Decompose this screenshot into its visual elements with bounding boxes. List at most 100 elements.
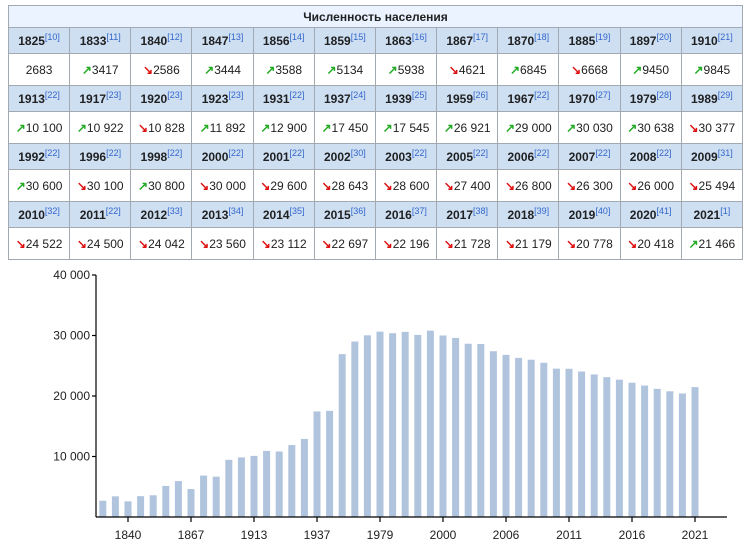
reference-link[interactable]: [14] <box>289 31 305 42</box>
value-cell: ↘28 600 <box>374 169 438 202</box>
reference-link[interactable]: [22] <box>228 147 244 158</box>
year-cell: 1931[22] <box>252 85 315 112</box>
year-row: 1992[22] 1996[22] 1998[22] 2000[22] 2001[22]… <box>7 143 744 170</box>
value-cell: 2683 <box>7 53 71 86</box>
bar-1917 <box>263 450 271 517</box>
reference-link[interactable]: [27] <box>595 89 611 100</box>
population-value: 30 638 <box>637 120 675 135</box>
reference-link[interactable]: [20] <box>656 31 672 42</box>
bar-1847 <box>137 496 145 517</box>
year-cell: 2008[22] <box>619 143 682 170</box>
reference-link[interactable]: [11] <box>106 31 121 42</box>
year: 1998 <box>140 149 168 164</box>
reference-link[interactable]: [37] <box>411 205 427 216</box>
reference-link[interactable]: [22] <box>106 147 122 158</box>
bar-2001 <box>452 337 460 517</box>
reference-link[interactable]: [21] <box>717 31 733 42</box>
decrease-arrow-icon: ↘ <box>448 62 459 77</box>
reference-link[interactable]: [19] <box>595 31 611 42</box>
year-cell: 1923[23] <box>191 85 254 112</box>
value-cell: ↘30 377 <box>680 111 744 144</box>
reference-link[interactable]: [29] <box>717 89 733 100</box>
year-cell: 2002[30] <box>313 143 376 170</box>
reference-link[interactable]: [36] <box>350 205 366 216</box>
reference-link[interactable]: [23] <box>167 89 183 100</box>
decrease-arrow-icon: ↘ <box>627 236 638 251</box>
decrease-arrow-icon: ↘ <box>571 62 582 77</box>
reference-link[interactable]: [23] <box>228 89 244 100</box>
year: 1923 <box>201 91 229 106</box>
value-cell: ↘23 560 <box>191 227 254 260</box>
reference-link[interactable]: [22] <box>656 147 672 158</box>
reference-link[interactable]: [12] <box>167 31 183 42</box>
reference-link[interactable]: [41] <box>656 205 672 216</box>
value-cell: ↘4621 <box>436 53 499 86</box>
year: 1859 <box>324 33 351 48</box>
reference-link[interactable]: [35] <box>289 205 305 216</box>
reference-link[interactable]: [18] <box>534 31 550 42</box>
increase-arrow-icon: ↗ <box>138 178 149 193</box>
x-tick-label: 1840 <box>115 528 142 542</box>
value-cell: ↘21 728 <box>436 227 499 260</box>
reference-link[interactable]: [30] <box>350 147 366 158</box>
reference-link[interactable]: [24] <box>350 89 366 100</box>
reference-link[interactable]: [40] <box>595 205 611 216</box>
reference-link[interactable]: [39] <box>534 205 550 216</box>
reference-link[interactable]: [1] <box>720 205 731 216</box>
reference-link[interactable]: [31] <box>717 147 733 158</box>
year-cell: 2019[40] <box>558 201 621 228</box>
reference-link[interactable]: [22] <box>44 89 60 100</box>
year: 1989 <box>691 91 718 106</box>
value-cell: ↘27 400 <box>436 169 499 202</box>
reference-link[interactable]: [22] <box>105 205 121 216</box>
reference-link[interactable]: [22] <box>411 147 427 158</box>
reference-link[interactable]: [10] <box>44 31 60 42</box>
year: 2012 <box>140 207 168 222</box>
increase-arrow-icon: ↗ <box>387 62 398 77</box>
year-cell: 1859[15] <box>313 27 376 54</box>
year: 1910 <box>691 33 718 48</box>
bar-2011 <box>565 368 573 517</box>
reference-link[interactable]: [22] <box>534 89 550 100</box>
reference-link[interactable]: [17] <box>473 31 489 42</box>
reference-link[interactable]: [25] <box>411 89 427 100</box>
reference-link[interactable]: [28] <box>656 89 672 100</box>
population-value: 10 100 <box>25 120 63 135</box>
y-tick-label: 40 000 <box>53 268 90 282</box>
reference-link[interactable]: [34] <box>228 205 244 216</box>
reference-link[interactable]: [13] <box>228 31 244 42</box>
population-value: 23 112 <box>270 236 307 251</box>
population-value: 28 600 <box>392 178 430 193</box>
reference-link[interactable]: [33] <box>167 205 183 216</box>
population-value: 21 179 <box>515 236 552 251</box>
increase-arrow-icon: ↗ <box>76 120 87 135</box>
bar-1840 <box>124 501 132 517</box>
reference-link[interactable]: [22] <box>44 147 60 158</box>
reference-link[interactable]: [22] <box>289 89 305 100</box>
reference-link[interactable]: [32] <box>44 205 60 216</box>
reference-link[interactable]: [16] <box>411 31 427 42</box>
decrease-arrow-icon: ↘ <box>76 178 87 193</box>
year-cell: 1856[14] <box>252 27 315 54</box>
bar-1939 <box>326 410 334 517</box>
year-cell: 1863[16] <box>374 27 438 54</box>
reference-link[interactable]: [38] <box>473 205 489 216</box>
value-cell: ↘10 828 <box>130 111 193 144</box>
reference-link[interactable]: [22] <box>473 147 489 158</box>
value-cell: ↘6668 <box>558 53 621 86</box>
reference-link[interactable]: [22] <box>289 147 305 158</box>
reference-link[interactable]: [23] <box>106 89 122 100</box>
bar-2010 <box>552 368 560 517</box>
reference-link[interactable]: [22] <box>534 147 550 158</box>
decrease-arrow-icon: ↘ <box>382 178 393 193</box>
population-value: 17 450 <box>331 120 369 135</box>
reference-link[interactable]: [15] <box>350 31 366 42</box>
reference-link[interactable]: [26] <box>473 89 489 100</box>
reference-link[interactable]: [22] <box>167 147 183 158</box>
year-cell: 1910[21] <box>680 27 744 54</box>
increase-arrow-icon: ↗ <box>204 62 215 77</box>
reference-link[interactable]: [22] <box>595 147 611 158</box>
increase-arrow-icon: ↗ <box>504 120 515 135</box>
population-value: 26 300 <box>576 178 613 193</box>
decrease-arrow-icon: ↘ <box>260 178 271 193</box>
